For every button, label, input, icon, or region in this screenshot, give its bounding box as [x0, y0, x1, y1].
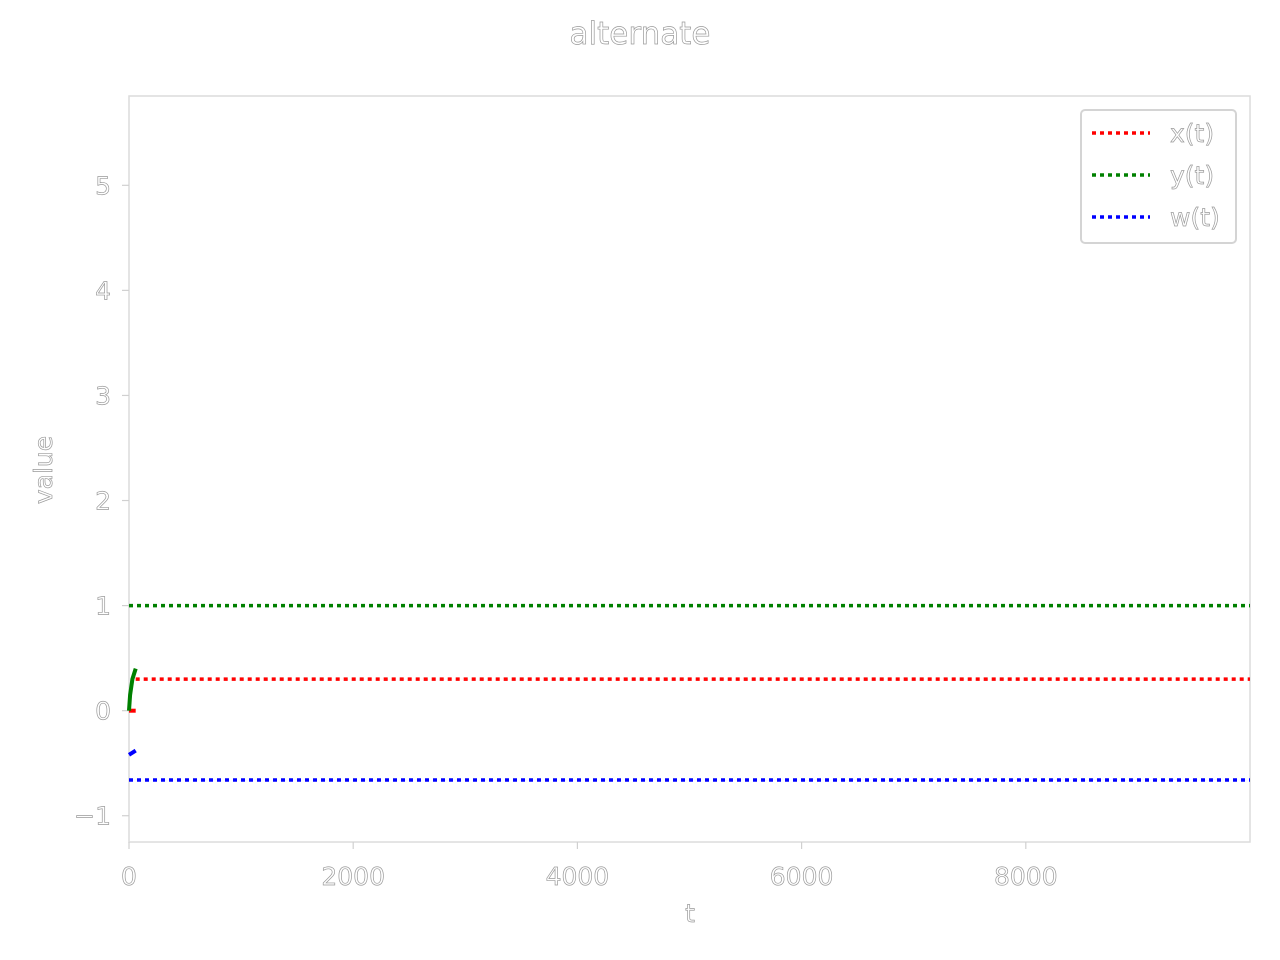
legend-label: w(t) — [1170, 203, 1220, 232]
y-tick-label: 2 — [95, 487, 111, 516]
y-axis-label: value — [29, 436, 58, 504]
x-tick-label: 0 — [121, 862, 137, 891]
x-tick-label: 2000 — [321, 862, 385, 891]
x-axis: 0 2000 4000 6000 8000 — [121, 842, 1058, 891]
legend-label: x(t) — [1170, 119, 1214, 148]
series-layer — [127, 603, 1250, 782]
series-line-yt — [127, 668, 138, 711]
legend-box — [1080, 109, 1237, 244]
x-axis-label: t — [685, 899, 695, 928]
legend: x(t) y(t) w(t) — [1080, 109, 1237, 244]
y-tick-label: 3 — [95, 381, 111, 410]
y-tick-label: −1 — [74, 802, 111, 831]
y-axis: −1 0 1 2 3 4 5 — [74, 171, 129, 831]
y-tick-label: 4 — [95, 276, 111, 305]
legend-label: y(t) — [1170, 161, 1214, 190]
plot-area — [128, 95, 1251, 843]
x-tick-label: 4000 — [546, 862, 610, 891]
y-tick-label: 1 — [95, 592, 111, 621]
x-tick-label: 8000 — [994, 862, 1058, 891]
y-tick-label: 0 — [95, 697, 111, 726]
x-tick-label: 6000 — [770, 862, 834, 891]
chart-title: alternate — [570, 16, 711, 52]
y-tick-label: 5 — [95, 171, 111, 200]
series-line-wt — [127, 748, 137, 757]
